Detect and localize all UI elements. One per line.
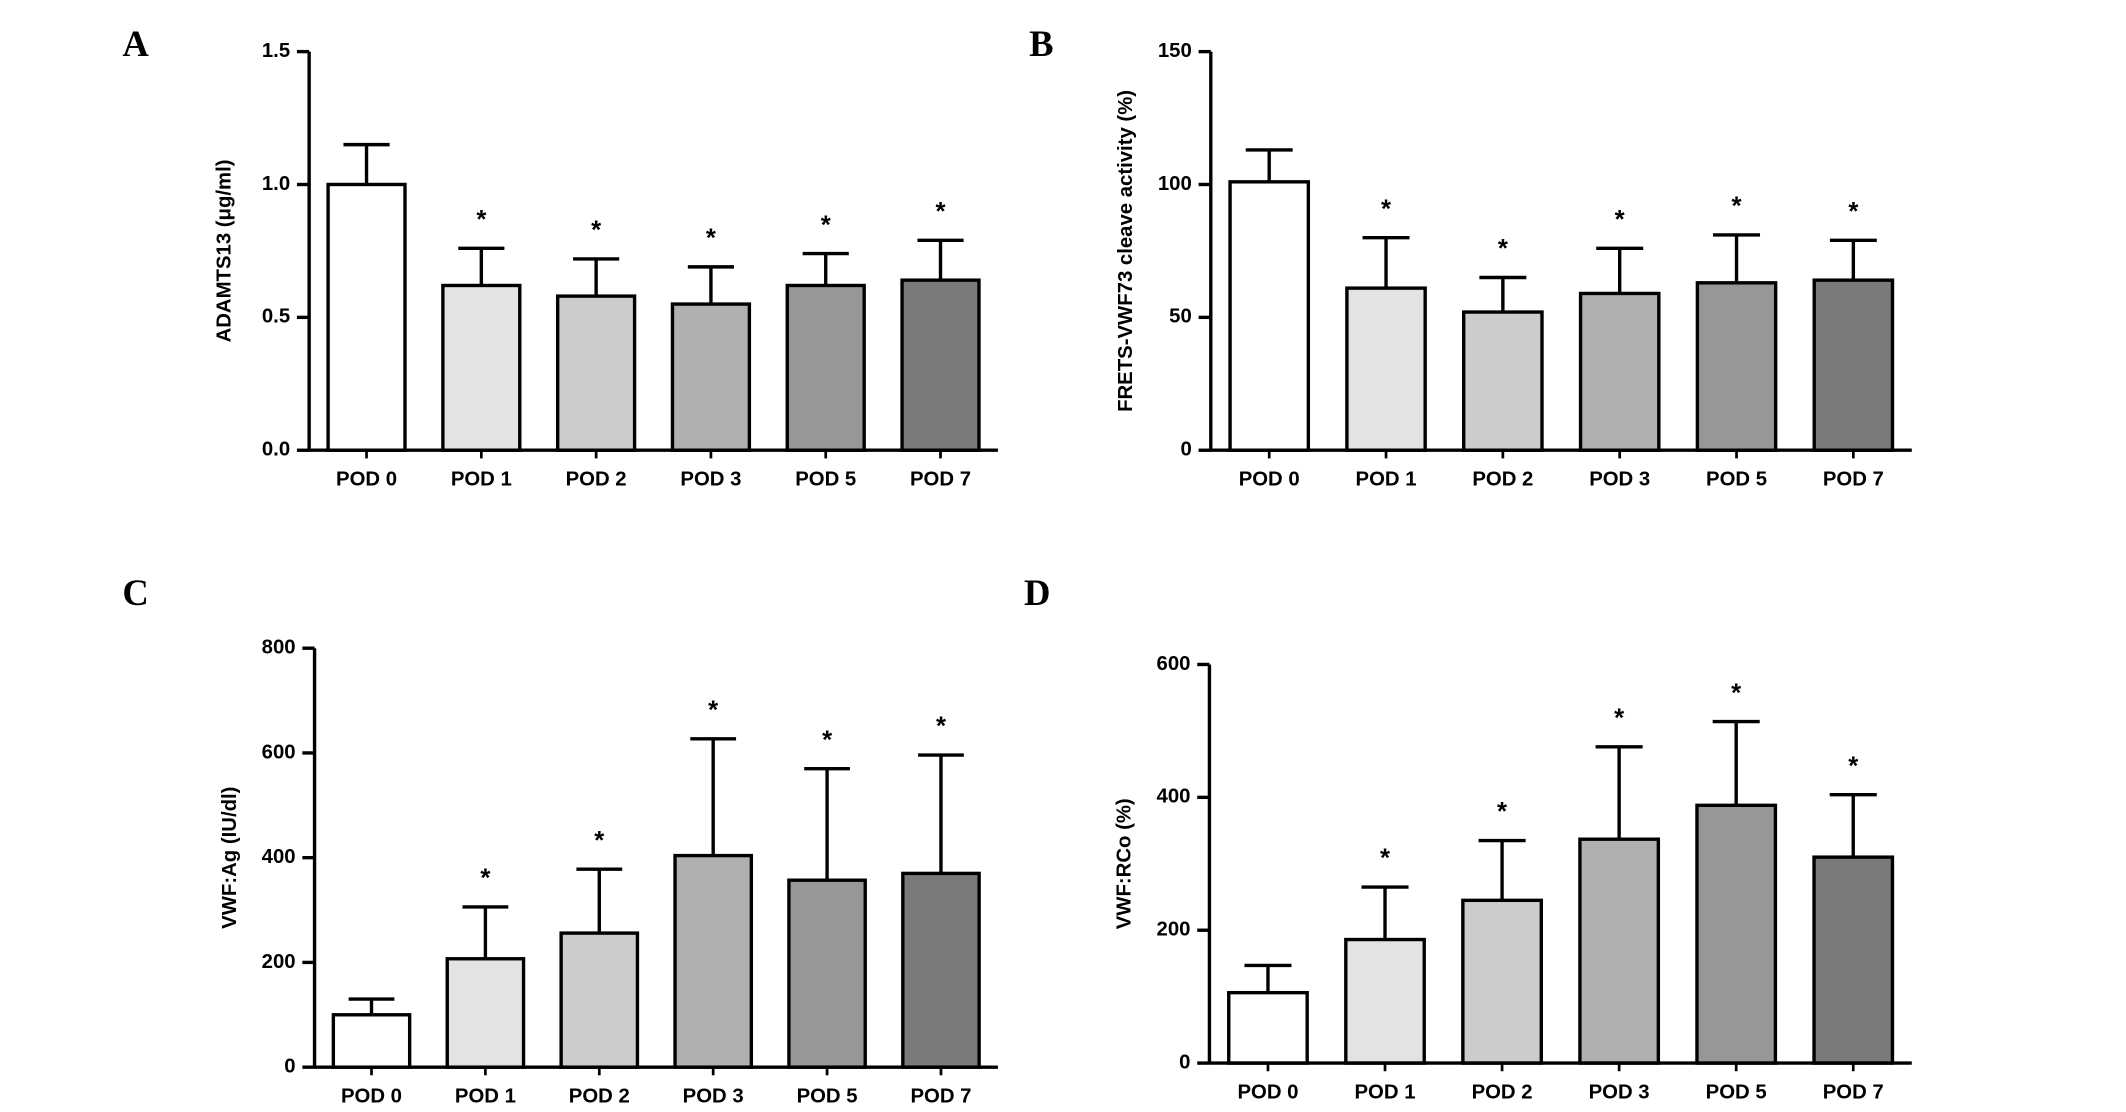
x-tick-label: POD 3 (1589, 468, 1650, 490)
bar (1228, 180, 1311, 452)
significance-mark: * (476, 206, 486, 234)
significance-mark: * (936, 198, 946, 226)
bar (1344, 937, 1426, 1065)
y-tick-label: 150 (1158, 40, 1192, 62)
significance-mark: * (1498, 235, 1508, 263)
significance-mark: * (1848, 752, 1858, 780)
panel-label: B (1029, 23, 1053, 64)
bar (555, 294, 637, 452)
significance-mark: * (1731, 679, 1741, 707)
x-tick-label: POD 5 (1706, 468, 1767, 490)
y-tick-label: 0 (284, 1056, 295, 1078)
x-tick-label: POD 0 (336, 468, 397, 490)
bar (1227, 990, 1309, 1065)
y-axis-label: VWF:Ag (IU/dl) (219, 787, 241, 929)
x-tick-label: POD 3 (680, 468, 741, 490)
x-tick-label: POD 2 (1472, 468, 1533, 490)
y-tick-label: 0 (1180, 439, 1191, 461)
panel-label: A (122, 23, 149, 64)
y-tick-label: 400 (262, 846, 296, 868)
bar (787, 878, 867, 1069)
x-tick-label: POD 5 (795, 468, 856, 490)
bar (1578, 291, 1661, 452)
bar (1345, 286, 1427, 452)
bar (1812, 855, 1895, 1065)
chart-panel: A ADAMTS13 (μg/ml) 0.0 0.5 1.0 1.5 POD 0 * POD 1… (122, 23, 998, 490)
bar (445, 957, 526, 1069)
y-tick-label: 600 (262, 741, 296, 763)
y-tick-label: 1.5 (262, 40, 290, 62)
bar (1695, 281, 1778, 452)
bar (670, 302, 752, 452)
chart-panel: B FRETS-VWF73 cleave activity (%) 0 50 100 15… (1029, 23, 1912, 490)
bar (441, 283, 522, 452)
significance-mark: * (1615, 206, 1625, 234)
x-tick-label: POD 7 (910, 468, 971, 490)
x-tick-label: POD 0 (1239, 468, 1300, 490)
bar (901, 871, 981, 1069)
x-tick-label: POD 1 (455, 1085, 516, 1107)
bar (1695, 803, 1778, 1065)
significance-mark: * (936, 713, 946, 741)
y-tick-label: 50 (1169, 306, 1192, 328)
y-tick-label: 200 (262, 951, 296, 973)
y-tick-label: 600 (1157, 653, 1191, 675)
bar (673, 853, 754, 1069)
significance-mark: * (1732, 193, 1742, 221)
significance-mark: * (708, 696, 718, 724)
significance-mark: * (1380, 845, 1390, 873)
x-tick-label: POD 1 (1355, 1081, 1416, 1103)
chart-panel: C VWF:Ag (IU/dl) 0 200 400 600 800 POD 0 * POD 1 *… (122, 572, 998, 1107)
panel-label: D (1024, 572, 1050, 613)
x-tick-label: POD 5 (1706, 1081, 1767, 1103)
x-tick-label: POD 7 (1823, 1081, 1884, 1103)
y-tick-label: 100 (1158, 173, 1192, 195)
significance-mark: * (594, 827, 604, 855)
significance-mark: * (1381, 195, 1391, 223)
y-axis-label: VWF:RCo (%) (1114, 798, 1136, 929)
y-tick-label: 200 (1157, 919, 1191, 941)
x-tick-label: POD 3 (683, 1085, 744, 1107)
x-tick-label: POD 7 (910, 1085, 971, 1107)
bar (1462, 310, 1544, 452)
y-tick-label: 0 (1179, 1051, 1190, 1073)
x-tick-label: POD 1 (1356, 468, 1417, 490)
bar (331, 1013, 412, 1069)
significance-mark: * (822, 726, 832, 754)
x-tick-label: POD 7 (1823, 468, 1884, 490)
panel-label: C (122, 572, 148, 613)
bar (900, 278, 981, 452)
y-tick-label: 0.5 (262, 306, 290, 328)
x-tick-label: POD 2 (1472, 1081, 1533, 1103)
bar (1578, 837, 1661, 1065)
significance-mark: * (1497, 798, 1507, 826)
significance-mark: * (1614, 705, 1624, 733)
significance-mark: * (1848, 198, 1858, 226)
significance-mark: * (706, 225, 716, 253)
significance-mark: * (480, 865, 490, 893)
x-tick-label: POD 2 (569, 1085, 630, 1107)
significance-mark: * (591, 217, 601, 245)
y-tick-label: 1.0 (262, 173, 290, 195)
x-tick-label: POD 2 (566, 468, 627, 490)
y-tick-label: 400 (1157, 786, 1191, 808)
y-tick-label: 0.0 (262, 439, 290, 461)
x-tick-label: POD 0 (1237, 1081, 1298, 1103)
chart-panel: D VWF:RCo (%) 0 200 400 600 POD 0 * POD 1 * POD 2 *… (1024, 572, 1912, 1103)
bar (1461, 898, 1543, 1065)
bar (559, 931, 640, 1069)
x-tick-label: POD 0 (341, 1085, 402, 1107)
y-axis-label: ADAMTS13 (μg/ml) (213, 159, 235, 342)
x-tick-label: POD 5 (797, 1085, 858, 1107)
bar (1812, 278, 1895, 452)
y-tick-label: 800 (262, 637, 296, 659)
bar (326, 182, 407, 452)
y-axis-label: FRETS-VWF73 cleave activity (%) (1115, 90, 1137, 412)
x-tick-label: POD 1 (451, 468, 512, 490)
bar (785, 283, 866, 452)
x-tick-label: POD 3 (1589, 1081, 1650, 1103)
significance-mark: * (821, 211, 831, 239)
